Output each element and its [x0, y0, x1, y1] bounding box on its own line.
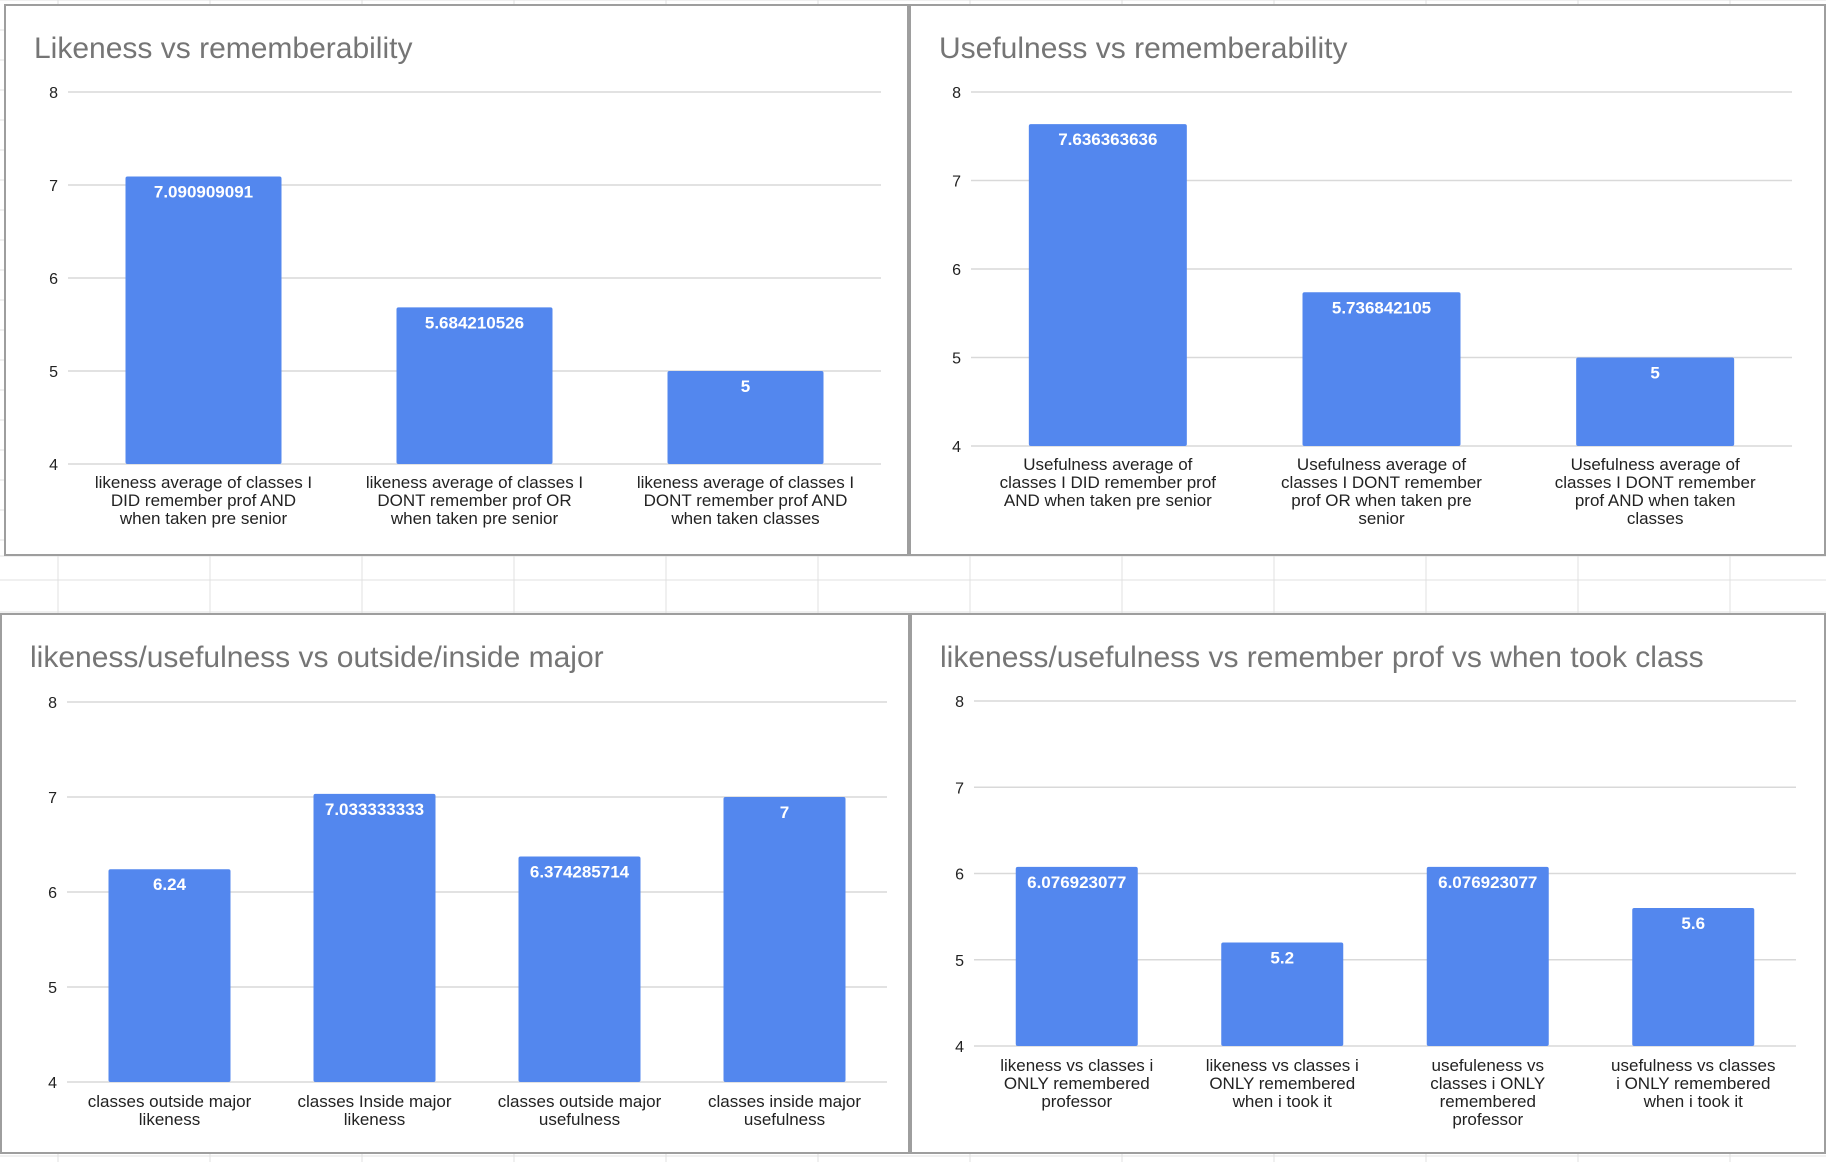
bar[interactable]	[1302, 292, 1461, 446]
chart-title: Usefulness vs rememberability	[939, 32, 1348, 65]
y-tick-label: 4	[49, 457, 58, 474]
chart-title: likeness/usefulness vs outside/inside ma…	[30, 641, 604, 674]
plot-area: 4 5 6 7 8 7.636363636 Usefulness average of cla…	[952, 85, 1792, 528]
y-tick-label: 6	[49, 271, 58, 288]
y-tick-label: 5	[49, 364, 58, 381]
data-label: 7.636363636	[1058, 130, 1157, 149]
bar[interactable]	[396, 307, 553, 464]
bar[interactable]	[313, 793, 436, 1082]
bar[interactable]	[125, 176, 282, 464]
y-tick-label: 4	[952, 439, 961, 456]
category-label: Usefulness average of classes I DID remem…	[1000, 455, 1217, 510]
category-label: classes outside major usefulness	[498, 1092, 662, 1129]
bar[interactable]	[1576, 357, 1735, 447]
y-tick-label: 6	[955, 867, 964, 884]
plot-area: 4 5 6 7 8 6.076923077 likeness vs classes i ONL…	[955, 694, 1796, 1129]
category-label: likeness vs classes i ONLY remembered when…	[1206, 1056, 1359, 1111]
category-label: usefuleness vs classes i ONLY remembered pr…	[1430, 1056, 1545, 1129]
chart-title: likeness/usefulness vs remember prof vs …	[940, 641, 1704, 674]
y-tick-label: 4	[955, 1039, 964, 1056]
bar[interactable]	[1221, 942, 1344, 1047]
chart-likeness-usefulness-vs-remember-prof[interactable]: likeness/usefulness vs remember prof vs …	[910, 613, 1826, 1154]
y-tick-label: 7	[955, 780, 964, 797]
bar[interactable]	[723, 797, 846, 1082]
chart-likeness-usefulness-vs-major[interactable]: likeness/usefulness vs outside/inside ma…	[0, 613, 910, 1154]
data-label: 7.033333333	[325, 800, 424, 819]
y-tick-label: 7	[952, 174, 961, 191]
data-label: 5.6	[1681, 914, 1705, 933]
bar[interactable]	[1028, 124, 1187, 446]
data-label: 5.736842105	[1332, 298, 1431, 317]
data-label: 5.684210526	[425, 313, 524, 332]
bar[interactable]	[667, 371, 824, 464]
category-label: likeness average of classes I DONT rememb…	[366, 473, 583, 528]
y-tick-label: 5	[955, 953, 964, 970]
plot-area: 4 5 6 7 8 6.24 classes outside major likeness 7.…	[48, 695, 887, 1129]
data-label: 7.090909091	[154, 183, 253, 202]
plot-area: 4 5 6 7 8 7.090909091 likeness average of clas…	[49, 85, 881, 528]
category-label: likeness average of classes I DID remembe…	[95, 473, 312, 528]
bar[interactable]	[1015, 866, 1138, 1046]
y-tick-label: 7	[48, 790, 57, 807]
data-label: 6.076923077	[1438, 873, 1537, 892]
data-label: 6.076923077	[1027, 873, 1126, 892]
data-label: 5	[741, 377, 750, 396]
y-tick-label: 4	[48, 1075, 57, 1092]
data-label: 7	[780, 803, 789, 822]
y-tick-label: 6	[48, 885, 57, 902]
data-label: 5.2	[1270, 949, 1294, 968]
category-label: likeness average of classes I DONT rememb…	[637, 473, 854, 528]
category-label: classes Inside major likeness	[297, 1092, 451, 1129]
category-label: classes inside major usefulness	[708, 1092, 861, 1129]
category-label: Usefulness average of classes I DONT reme…	[1555, 455, 1756, 528]
data-label: 6.24	[153, 875, 187, 894]
y-tick-label: 5	[952, 351, 961, 368]
y-tick-label: 8	[952, 85, 961, 102]
data-label: 5	[1650, 364, 1659, 383]
category-label: classes outside major likeness	[88, 1092, 252, 1129]
chart-likeness-vs-rememberability[interactable]: Likeness vs rememberability 4 5 6 7 8 7.09090…	[4, 4, 909, 556]
bar[interactable]	[1426, 866, 1549, 1046]
bar[interactable]	[108, 869, 231, 1082]
data-label: 6.374285714	[530, 862, 630, 881]
y-tick-label: 8	[49, 85, 58, 102]
category-label: likeness vs classes i ONLY remembered prof…	[1000, 1056, 1153, 1111]
y-tick-label: 8	[955, 694, 964, 711]
y-tick-label: 6	[952, 262, 961, 279]
bar[interactable]	[1632, 908, 1755, 1046]
category-label: Usefulness average of classes I DONT reme…	[1281, 455, 1482, 528]
y-tick-label: 5	[48, 980, 57, 997]
category-label: usefulness vs classes i ONLY remembered wh…	[1611, 1056, 1775, 1111]
chart-usefulness-vs-rememberability[interactable]: Usefulness vs rememberability 4 5 6 7 8 7.636…	[909, 4, 1826, 556]
y-tick-label: 7	[49, 178, 58, 195]
y-tick-label: 8	[48, 695, 57, 712]
chart-title: Likeness vs rememberability	[34, 32, 413, 65]
bar[interactable]	[518, 856, 641, 1082]
